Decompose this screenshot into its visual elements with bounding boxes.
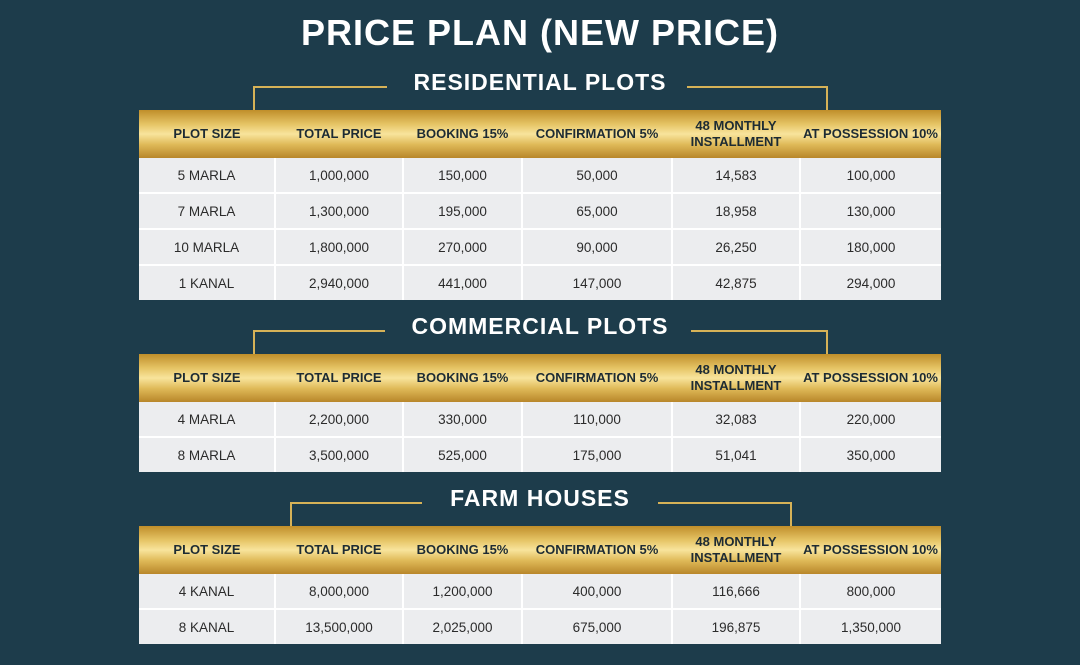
cell-total-price: 1,000,000 xyxy=(275,158,404,194)
table-row: 4 KANAL 8,000,000 1,200,000 400,000 116,666 8… xyxy=(139,574,941,610)
residential-bracket xyxy=(253,84,828,110)
header-booking: BOOKING 15% xyxy=(403,354,522,402)
cell-at-possession: 294,000 xyxy=(800,265,941,300)
table-row: 4 MARLA 2,200,000 330,000 110,000 32,083 220,… xyxy=(139,402,941,438)
cell-confirmation: 65,000 xyxy=(522,193,673,230)
farm-houses-title: FARM HOUSES xyxy=(450,485,630,511)
commercial-plots-title: COMMERCIAL PLOTS xyxy=(411,313,669,339)
table-header-row: PLOT SIZE TOTAL PRICE BOOKING 15% CONFIR… xyxy=(139,354,941,402)
header-at-possession: AT POSSESSION 10% xyxy=(800,526,941,574)
header-total-price: TOTAL PRICE xyxy=(275,354,403,402)
cell-total-price: 2,200,000 xyxy=(275,402,404,438)
cell-at-possession: 100,000 xyxy=(800,158,941,194)
cell-booking: 2,025,000 xyxy=(403,609,523,644)
cell-monthly-installment: 42,875 xyxy=(672,265,801,300)
cell-booking: 330,000 xyxy=(403,402,523,438)
table-row: 10 MARLA 1,800,000 270,000 90,000 26,250 180,… xyxy=(139,229,941,266)
cell-booking: 270,000 xyxy=(403,229,523,266)
cell-monthly-installment: 18,958 xyxy=(672,193,801,230)
header-at-possession: AT POSSESSION 10% xyxy=(800,110,941,158)
cell-confirmation: 50,000 xyxy=(522,158,673,194)
cell-monthly-installment: 14,583 xyxy=(672,158,801,194)
cell-at-possession: 1,350,000 xyxy=(800,609,941,644)
table-row: 8 MARLA 3,500,000 525,000 175,000 51,041 350,… xyxy=(139,437,941,472)
header-booking: BOOKING 15% xyxy=(403,110,522,158)
header-booking: BOOKING 15% xyxy=(403,526,522,574)
cell-monthly-installment: 51,041 xyxy=(672,437,801,472)
header-plot-size: PLOT SIZE xyxy=(139,354,275,402)
cell-plot-size: 8 MARLA xyxy=(139,437,276,472)
cell-at-possession: 130,000 xyxy=(800,193,941,230)
cell-total-price: 8,000,000 xyxy=(275,574,404,610)
cell-booking: 150,000 xyxy=(403,158,523,194)
commercial-bracket xyxy=(253,328,828,354)
cell-booking: 1,200,000 xyxy=(403,574,523,610)
cell-total-price: 1,800,000 xyxy=(275,229,404,266)
table-row: 8 KANAL 13,500,000 2,025,000 675,000 196,875… xyxy=(139,609,941,644)
cell-confirmation: 675,000 xyxy=(522,609,673,644)
header-monthly-installment: 48 MONTHLY INSTALLMENT xyxy=(672,110,800,158)
cell-confirmation: 90,000 xyxy=(522,229,673,266)
cell-monthly-installment: 26,250 xyxy=(672,229,801,266)
header-confirmation: CONFIRMATION 5% xyxy=(522,110,672,158)
cell-booking: 525,000 xyxy=(403,437,523,472)
header-confirmation: CONFIRMATION 5% xyxy=(522,526,672,574)
cell-total-price: 3,500,000 xyxy=(275,437,404,472)
table-row: 5 MARLA 1,000,000 150,000 50,000 14,583 100,0… xyxy=(139,158,941,194)
cell-plot-size: 8 KANAL xyxy=(139,609,276,644)
cell-monthly-installment: 116,666 xyxy=(672,574,801,610)
cell-plot-size: 4 MARLA xyxy=(139,402,276,438)
cell-plot-size: 10 MARLA xyxy=(139,229,276,266)
header-monthly-installment: 48 MONTHLY INSTALLMENT xyxy=(672,526,800,574)
page-title: PRICE PLAN (NEW PRICE) xyxy=(300,12,779,53)
cell-booking: 195,000 xyxy=(403,193,523,230)
residential-rows: 5 MARLA 1,000,000 150,000 50,000 14,583 100,0… xyxy=(139,158,941,300)
cell-plot-size: 1 KANAL xyxy=(139,265,276,300)
header-plot-size: PLOT SIZE xyxy=(139,110,275,158)
cell-at-possession: 800,000 xyxy=(800,574,941,610)
cell-monthly-installment: 32,083 xyxy=(672,402,801,438)
cell-plot-size: 4 KANAL xyxy=(139,574,276,610)
farm-houses-price-table: PLOT SIZE TOTAL PRICE BOOKING 15% CONFIR… xyxy=(139,526,941,644)
cell-total-price: 13,500,000 xyxy=(275,609,404,644)
cell-at-possession: 180,000 xyxy=(800,229,941,266)
table-header-row: PLOT SIZE TOTAL PRICE BOOKING 15% CONFIR… xyxy=(139,110,941,158)
cell-confirmation: 110,000 xyxy=(522,402,673,438)
commercial-price-table: PLOT SIZE TOTAL PRICE BOOKING 15% CONFIR… xyxy=(139,354,941,472)
table-row: 7 MARLA 1,300,000 195,000 65,000 18,958 130,0… xyxy=(139,193,941,230)
cell-monthly-installment: 196,875 xyxy=(672,609,801,644)
commercial-rows: 4 MARLA 2,200,000 330,000 110,000 32,083 220,… xyxy=(139,402,941,472)
table-header-row: PLOT SIZE TOTAL PRICE BOOKING 15% CONFIR… xyxy=(139,526,941,574)
cell-at-possession: 220,000 xyxy=(800,402,941,438)
cell-plot-size: 5 MARLA xyxy=(139,158,276,194)
cell-total-price: 2,940,000 xyxy=(275,265,404,300)
table-row: 1 KANAL 2,940,000 441,000 147,000 42,875 294,… xyxy=(139,265,941,300)
residential-price-table: PLOT SIZE TOTAL PRICE BOOKING 15% CONFIR… xyxy=(139,110,941,300)
cell-at-possession: 350,000 xyxy=(800,437,941,472)
header-confirmation: CONFIRMATION 5% xyxy=(522,354,672,402)
header-plot-size: PLOT SIZE xyxy=(139,526,275,574)
header-total-price: TOTAL PRICE xyxy=(275,110,403,158)
cell-confirmation: 175,000 xyxy=(522,437,673,472)
cell-total-price: 1,300,000 xyxy=(275,193,404,230)
header-total-price: TOTAL PRICE xyxy=(275,526,403,574)
farm-houses-rows: 4 KANAL 8,000,000 1,200,000 400,000 116,666 8… xyxy=(139,574,941,644)
cell-plot-size: 7 MARLA xyxy=(139,193,276,230)
cell-confirmation: 147,000 xyxy=(522,265,673,300)
cell-confirmation: 400,000 xyxy=(522,574,673,610)
header-monthly-installment: 48 MONTHLY INSTALLMENT xyxy=(672,354,800,402)
farm-houses-bracket xyxy=(290,500,792,526)
cell-booking: 441,000 xyxy=(403,265,523,300)
residential-plots-title: RESIDENTIAL PLOTS xyxy=(413,69,667,95)
header-at-possession: AT POSSESSION 10% xyxy=(800,354,941,402)
